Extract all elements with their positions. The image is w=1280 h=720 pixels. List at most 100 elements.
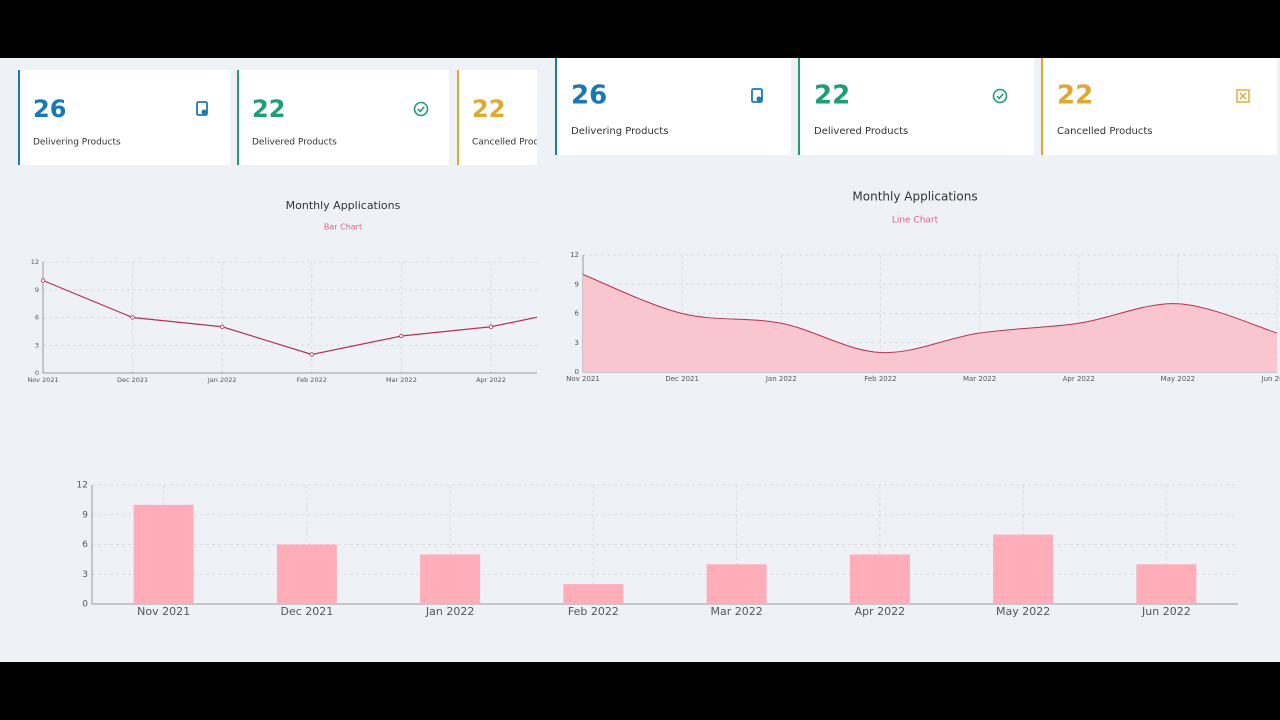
y-tick-label: 9 — [82, 510, 88, 520]
y-tick-label: 0 — [82, 600, 88, 610]
bar — [1136, 564, 1197, 604]
y-tick-label: 0 — [35, 369, 39, 377]
icon-clipboard — [201, 109, 207, 115]
y-tick-label: 12 — [77, 481, 88, 491]
chart-subtitle: Line Chart — [892, 216, 939, 226]
top-bar — [0, 0, 1280, 58]
card-accent — [798, 58, 800, 155]
x-tick-label: Nov 2021 — [137, 605, 190, 618]
chart-title: Monthly Applications — [852, 190, 977, 204]
x-tick-label: Mar 2022 — [711, 605, 763, 618]
y-tick-label: 3 — [35, 341, 39, 349]
x-tick-label: Feb 2022 — [297, 376, 327, 384]
x-tick-label: Jun 2022 — [1261, 375, 1280, 383]
x-tick-label: Jan 2022 — [207, 376, 237, 384]
y-tick-label: 6 — [82, 540, 88, 550]
bottom-bar — [0, 662, 1280, 720]
line — [582, 274, 1278, 354]
card-value: 22 — [252, 95, 285, 123]
y-tick-label: 12 — [31, 258, 39, 266]
icon-cancel — [1239, 92, 1247, 100]
card: 22 Delivered Products — [237, 70, 449, 165]
card-body — [1041, 58, 1277, 155]
area — [583, 274, 1277, 372]
point — [488, 324, 494, 329]
x-tick-label: Jan 2022 — [765, 375, 797, 383]
x-tick-label: Apr 2022 — [855, 605, 906, 618]
x-tick-label: Dec 2021 — [117, 376, 148, 384]
card-label: Delivered Products — [252, 138, 337, 148]
x-tick-label: Feb 2022 — [568, 605, 619, 618]
card-value: 26 — [571, 81, 607, 111]
y-tick-label: 9 — [35, 286, 39, 294]
card-value: 26 — [33, 95, 66, 123]
icon-cancel — [1236, 89, 1250, 103]
icon-clipboard — [196, 101, 208, 116]
card-body — [237, 70, 449, 165]
y-tick-label: 6 — [35, 314, 39, 322]
icon-clipboard — [756, 96, 762, 102]
card-label: Delivering Products — [571, 126, 668, 137]
point — [219, 324, 225, 329]
bar — [993, 534, 1054, 604]
card-accent — [237, 70, 239, 165]
x-tick-label: Jun 2022 — [1141, 605, 1191, 618]
bar — [276, 544, 337, 604]
x-tick-label: Feb 2022 — [864, 375, 896, 383]
y-tick-label: 12 — [570, 251, 579, 259]
point — [130, 315, 135, 320]
point — [309, 352, 314, 357]
icon-check — [996, 93, 1004, 100]
card-label: Delivered Products — [814, 126, 908, 137]
bar — [133, 504, 194, 604]
card: 26 Delivering Products — [555, 58, 791, 155]
bar — [849, 554, 910, 604]
bar — [563, 584, 624, 604]
bar — [706, 564, 767, 604]
right-panel: 26 Delivering Products 22 Delivered Product… — [555, 58, 1280, 383]
bar — [420, 554, 481, 604]
card-accent — [18, 70, 20, 165]
bottom-panel: 0 3 6 9 12 Nov 2021 Dec 2021 Jan 2022 Feb 2022 Ma… — [77, 481, 1238, 618]
x-tick-label: May 2022 — [996, 605, 1050, 618]
icon-check — [413, 101, 429, 117]
card-body — [798, 58, 1034, 155]
card-accent — [1041, 58, 1043, 155]
card-value: 22 — [1057, 81, 1093, 111]
card-value: 22 — [472, 95, 505, 123]
card-label: Cancelled Products — [472, 138, 558, 148]
x-tick-label: Jan 2022 — [425, 605, 474, 618]
card-value: 22 — [814, 81, 850, 111]
icon-check — [417, 106, 425, 113]
card-accent — [555, 58, 557, 155]
card-label: Cancelled Products — [1057, 126, 1153, 137]
card: 26 Delivering Products — [18, 70, 230, 165]
card-accent — [457, 70, 459, 165]
card-label: Delivering Products — [33, 138, 121, 148]
card-body — [18, 70, 230, 165]
x-tick-label: Apr 2022 — [1063, 375, 1095, 383]
y-tick-label: 3 — [82, 570, 88, 580]
x-tick-label: Dec 2021 — [665, 375, 699, 383]
x-tick-label: May 2022 — [1161, 375, 1196, 383]
card: 22 Delivered Products — [798, 58, 1034, 155]
card-body — [457, 70, 537, 165]
icon-check — [992, 88, 1008, 104]
y-tick-label: 0 — [575, 368, 579, 376]
chart-title: Monthly Applications — [286, 199, 401, 212]
card: 22 Cancelled Products — [457, 70, 558, 165]
point — [40, 278, 46, 283]
card: 22 Cancelled Products — [1041, 58, 1277, 155]
icon-clipboard — [751, 88, 763, 103]
chart-subtitle: Bar Chart — [324, 223, 362, 232]
left-panel: 26 Delivering Products 22 Delivered Product… — [18, 70, 558, 384]
x-tick-label: Mar 2022 — [386, 376, 417, 384]
x-tick-label: Dec 2021 — [280, 605, 333, 618]
y-tick-label: 3 — [575, 339, 579, 347]
y-tick-label: 9 — [575, 280, 579, 288]
x-tick-label: Nov 2021 — [566, 375, 600, 383]
x-tick-label: Mar 2022 — [963, 375, 996, 383]
x-tick-label: Nov 2021 — [27, 376, 58, 384]
